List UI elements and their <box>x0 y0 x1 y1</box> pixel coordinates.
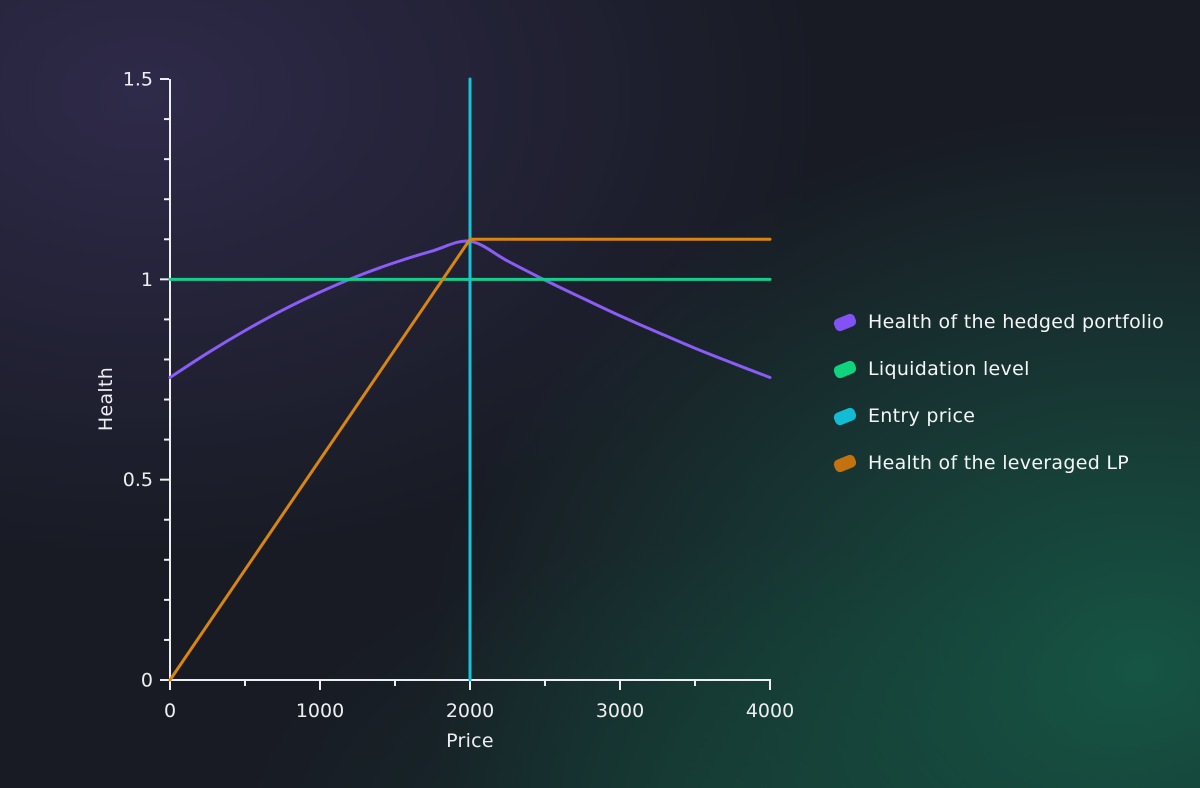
x-tick-label: 2000 <box>446 700 494 722</box>
x-tick-label: 4000 <box>746 700 794 722</box>
leveraged-lp-swatch-icon <box>832 453 858 474</box>
legend-item-label: Entry price <box>868 405 976 427</box>
hedged-portfolio-swatch-icon <box>832 312 858 333</box>
entry-price-swatch-icon <box>832 406 858 427</box>
y-tick-label: 0.5 <box>123 469 153 491</box>
legend-item-liquidation-level[interactable]: Liquidation level <box>832 356 1164 383</box>
legend-item-label: Health of the leveraged LP <box>868 452 1130 474</box>
x-tick-label: 0 <box>164 700 176 722</box>
liquidation-level-swatch-icon <box>832 359 858 380</box>
series-line-health-of-the-leveraged-lp <box>168 237 772 682</box>
x-tick-label: 1000 <box>296 700 344 722</box>
y-tick-label: 1 <box>141 269 153 291</box>
legend: Health of the hedged portfolio Liquidati… <box>832 309 1165 477</box>
y-tick-label: 0 <box>141 670 153 692</box>
legend-item-label: Liquidation level <box>868 358 1030 380</box>
legend-item-hedged-portfolio[interactable]: Health of the hedged portfolio <box>832 309 1165 336</box>
legend-item-entry-price[interactable]: Entry price <box>832 403 1164 430</box>
y-tick-label: 1.5 <box>123 69 153 91</box>
legend-item-leveraged-lp[interactable]: Health of the leveraged LP <box>832 450 1164 477</box>
x-tick-label: 3000 <box>596 700 644 722</box>
legend-item-label: Health of the hedged portfolio <box>868 311 1165 333</box>
y-axis-title: Health <box>95 366 117 432</box>
x-axis-title: Price <box>446 730 494 752</box>
